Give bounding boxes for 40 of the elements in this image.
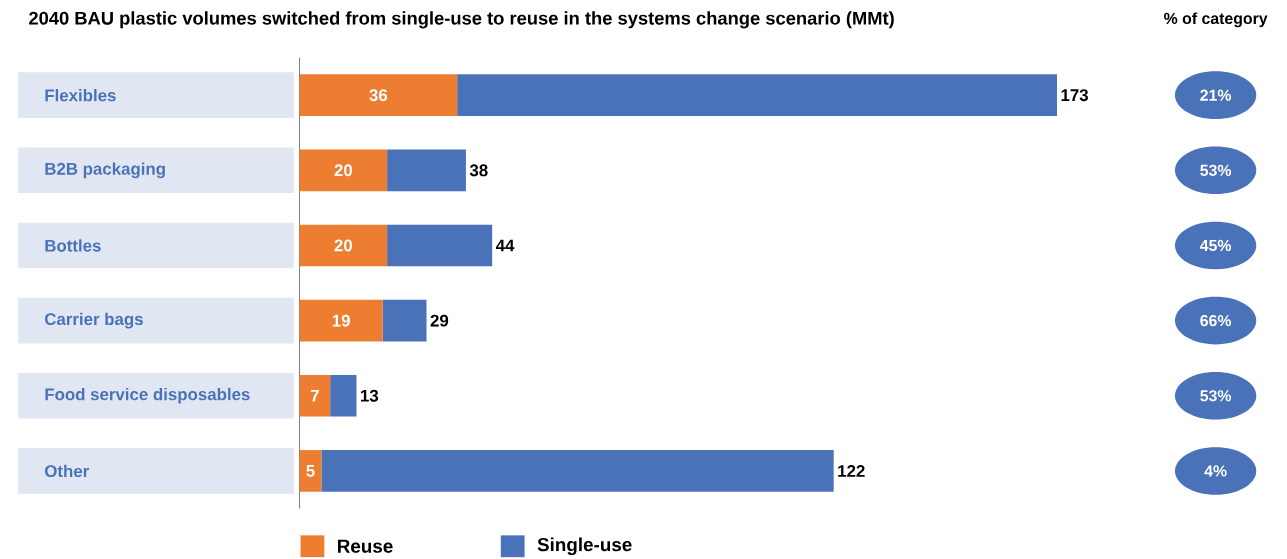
y-tick-label: Other	[44, 464, 89, 478]
data-label: 19	[332, 314, 350, 327]
text: 45%	[1199, 239, 1232, 251]
bar	[299, 374, 331, 417]
bar	[457, 74, 1057, 116]
text: 21%	[1200, 89, 1232, 101]
text: % of category	[1164, 12, 1268, 28]
bar	[299, 224, 388, 267]
total-label: 44	[495, 239, 515, 252]
text: 53%	[1200, 390, 1232, 402]
bar	[321, 450, 834, 492]
y-tick-label: Bottles	[45, 239, 101, 252]
bar	[299, 74, 458, 116]
data-label: 5	[306, 464, 315, 477]
total-label: 13	[361, 389, 379, 402]
legend-label: Reuse	[338, 539, 393, 553]
y-tick-label: Food service disposables	[45, 387, 250, 404]
bar	[382, 299, 427, 342]
text: 4%	[1204, 465, 1227, 477]
y-tick-label: Carrier bags	[44, 312, 143, 329]
y-tick-label: B2B packaging	[45, 162, 165, 179]
text: 66%	[1200, 314, 1232, 327]
total-label: 173	[1061, 89, 1089, 102]
bar	[330, 374, 357, 417]
data-label: 7	[310, 389, 319, 402]
y-tick-label: Flexibles	[45, 88, 116, 102]
bar	[387, 149, 466, 192]
bar	[299, 299, 383, 342]
data-label: 36	[369, 89, 388, 102]
data-label: 20	[334, 164, 352, 177]
chart-title: 2040 BAU plastic volumes switched from single-use to reuse in the systems change scenario (MMt)	[29, 11, 894, 29]
bar	[299, 450, 322, 492]
total-label: 29	[430, 314, 449, 327]
total-label: 38	[469, 164, 488, 177]
text: 53%	[1200, 164, 1232, 176]
total-label: 122	[838, 464, 865, 477]
bar	[387, 224, 493, 267]
legend-label: Single-use	[537, 537, 632, 556]
bar	[299, 149, 388, 192]
data-label: 20	[334, 239, 352, 252]
